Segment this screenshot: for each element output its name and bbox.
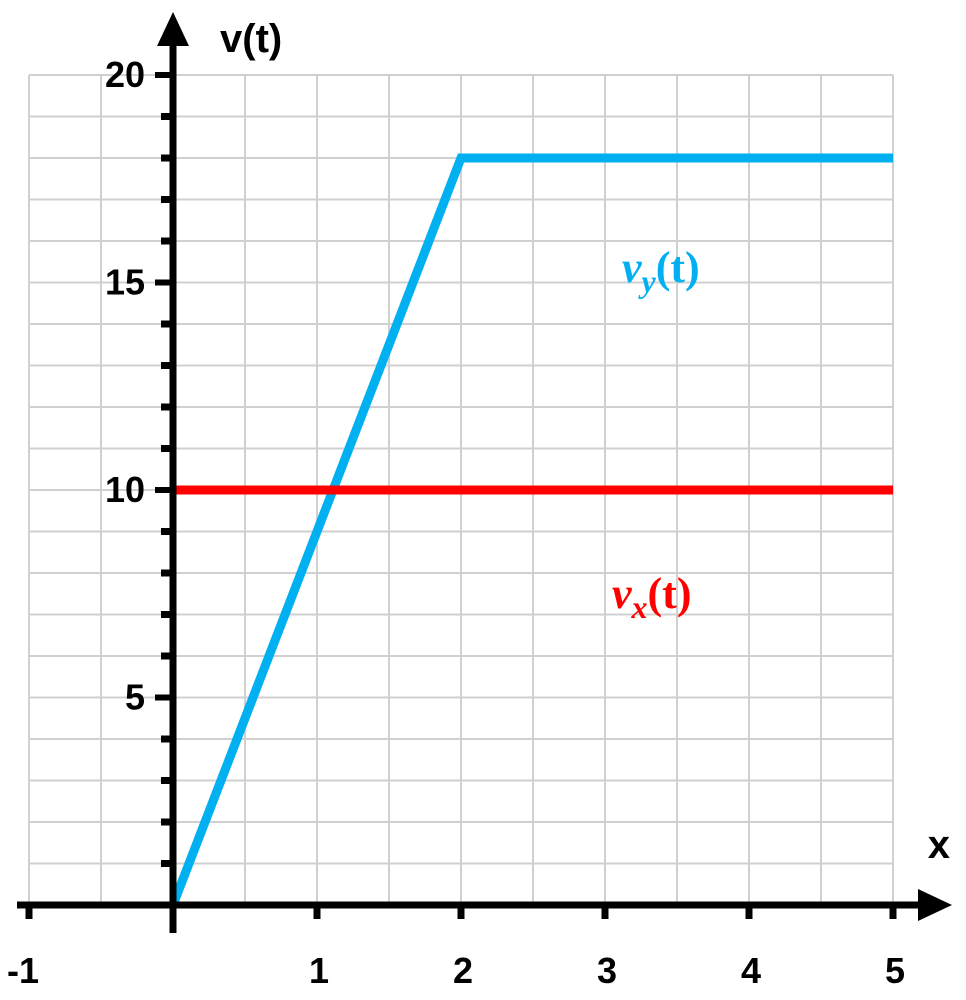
x-tick-label: 1 (309, 950, 329, 991)
x-tick-label: 5 (885, 950, 905, 991)
tick-marks (25, 72, 897, 919)
series-line-y (168, 153, 893, 907)
x-tick-label: 2 (453, 950, 473, 991)
tick-labels: 5 10 15 20 -1 1 2 3 4 5 (7, 54, 905, 991)
series-label-argument: (t) (648, 569, 692, 618)
series-label-subscript: x (631, 589, 648, 625)
series-label-subscript: y (638, 263, 657, 299)
x-tick-label: -1 (7, 950, 39, 991)
x-axis-title: x (928, 823, 950, 867)
axis-titles: xv(t) (220, 17, 950, 867)
x-tick-label: 4 (741, 950, 761, 991)
y-axis-title: v(t) (220, 17, 282, 61)
series-lines (168, 153, 893, 907)
y-tick-label: 15 (105, 262, 145, 303)
y-tick-label: 20 (105, 54, 145, 95)
y-axis-arrow-icon (157, 12, 189, 46)
series-label-main: v (622, 243, 642, 292)
series-label-x: vx(t) (612, 569, 692, 625)
x-axis-arrow-icon (918, 889, 952, 921)
y-tick-label: 10 (105, 469, 145, 510)
y-tick-label: 5 (125, 677, 145, 718)
series-label-main: v (612, 569, 632, 618)
axes (17, 12, 952, 933)
series-label-y: vy(t) (622, 243, 700, 299)
x-tick-label: 3 (597, 950, 617, 991)
series-labels: vy(t)vx(t) (612, 243, 700, 625)
series-label-argument: (t) (656, 243, 700, 292)
